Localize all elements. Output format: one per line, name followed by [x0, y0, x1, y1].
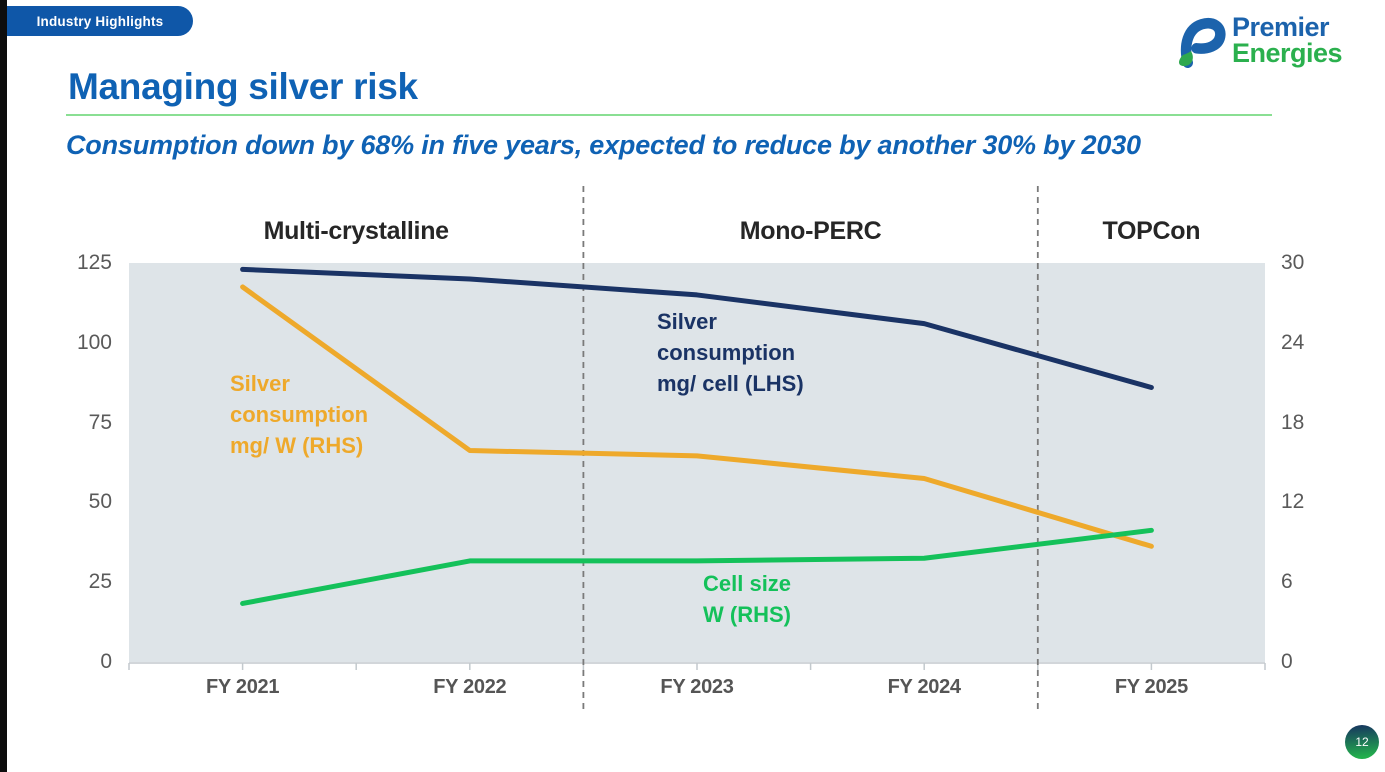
page-title: Managing silver risk [68, 66, 418, 107]
x-axis-label: FY 2021 [206, 676, 280, 698]
series-label-line: W (RHS) [703, 602, 791, 627]
left-axis-tick: 25 [88, 570, 112, 594]
x-axis-label: FY 2025 [1114, 676, 1188, 698]
left-edge-bar [0, 0, 7, 772]
technology-section-label: Multi-crystalline [263, 217, 450, 245]
left-axis-tick: 0 [100, 650, 112, 673]
company-logo: Premier Energies [1172, 12, 1343, 68]
logo-wordmark: Premier Energies [1232, 12, 1343, 68]
technology-section-label: Mono-PERC [739, 217, 882, 245]
left-axis-tick: 75 [88, 410, 112, 434]
series-label-line: Silver [230, 371, 290, 396]
x-axis-label: FY 2023 [660, 676, 734, 698]
x-axis-label: FY 2024 [887, 676, 961, 698]
left-axis-tick: 125 [76, 251, 112, 274]
logo-wordmark-line1: Premier [1232, 12, 1330, 42]
series-label-line: mg/ W (RHS) [230, 433, 364, 458]
series-label-line: Cell size [703, 571, 792, 596]
right-axis-tick: 18 [1281, 410, 1305, 434]
subtitle: Consumption down by 68% in five years, e… [66, 130, 1141, 160]
x-axis-label: FY 2022 [433, 676, 507, 698]
series-label-line: mg/ cell (LHS) [657, 371, 804, 396]
series-label-silver-mg-per-cell: Silver consumption mg/ cell (LHS) [657, 306, 804, 399]
logo-mark-icon [1179, 18, 1226, 68]
title-underline [66, 114, 1272, 116]
technology-section-label: TOPCon [1102, 217, 1201, 245]
right-axis-tick: 0 [1281, 650, 1293, 673]
logo-wordmark-line2: Energies [1232, 38, 1343, 68]
series-label-silver-mg-per-w: Silver consumption mg/ W (RHS) [230, 368, 368, 461]
right-axis-tick: 6 [1281, 570, 1293, 594]
logo-leaf-icon [1179, 50, 1193, 67]
series-label-line: Silver [657, 309, 717, 334]
right-axis-tick: 12 [1281, 490, 1305, 514]
left-axis-tick: 50 [88, 490, 112, 514]
section-badge: Industry Highlights [7, 6, 193, 36]
right-axis-tick: 30 [1281, 251, 1305, 274]
series-label-line: consumption [657, 340, 796, 365]
right-axis-tick: 24 [1281, 330, 1305, 354]
series-label-line: consumption [230, 402, 369, 427]
left-axis-tick: 100 [76, 330, 112, 354]
page-number-badge: 12 [1345, 725, 1379, 759]
series-label-cell-size: Cell size W (RHS) [703, 568, 791, 630]
